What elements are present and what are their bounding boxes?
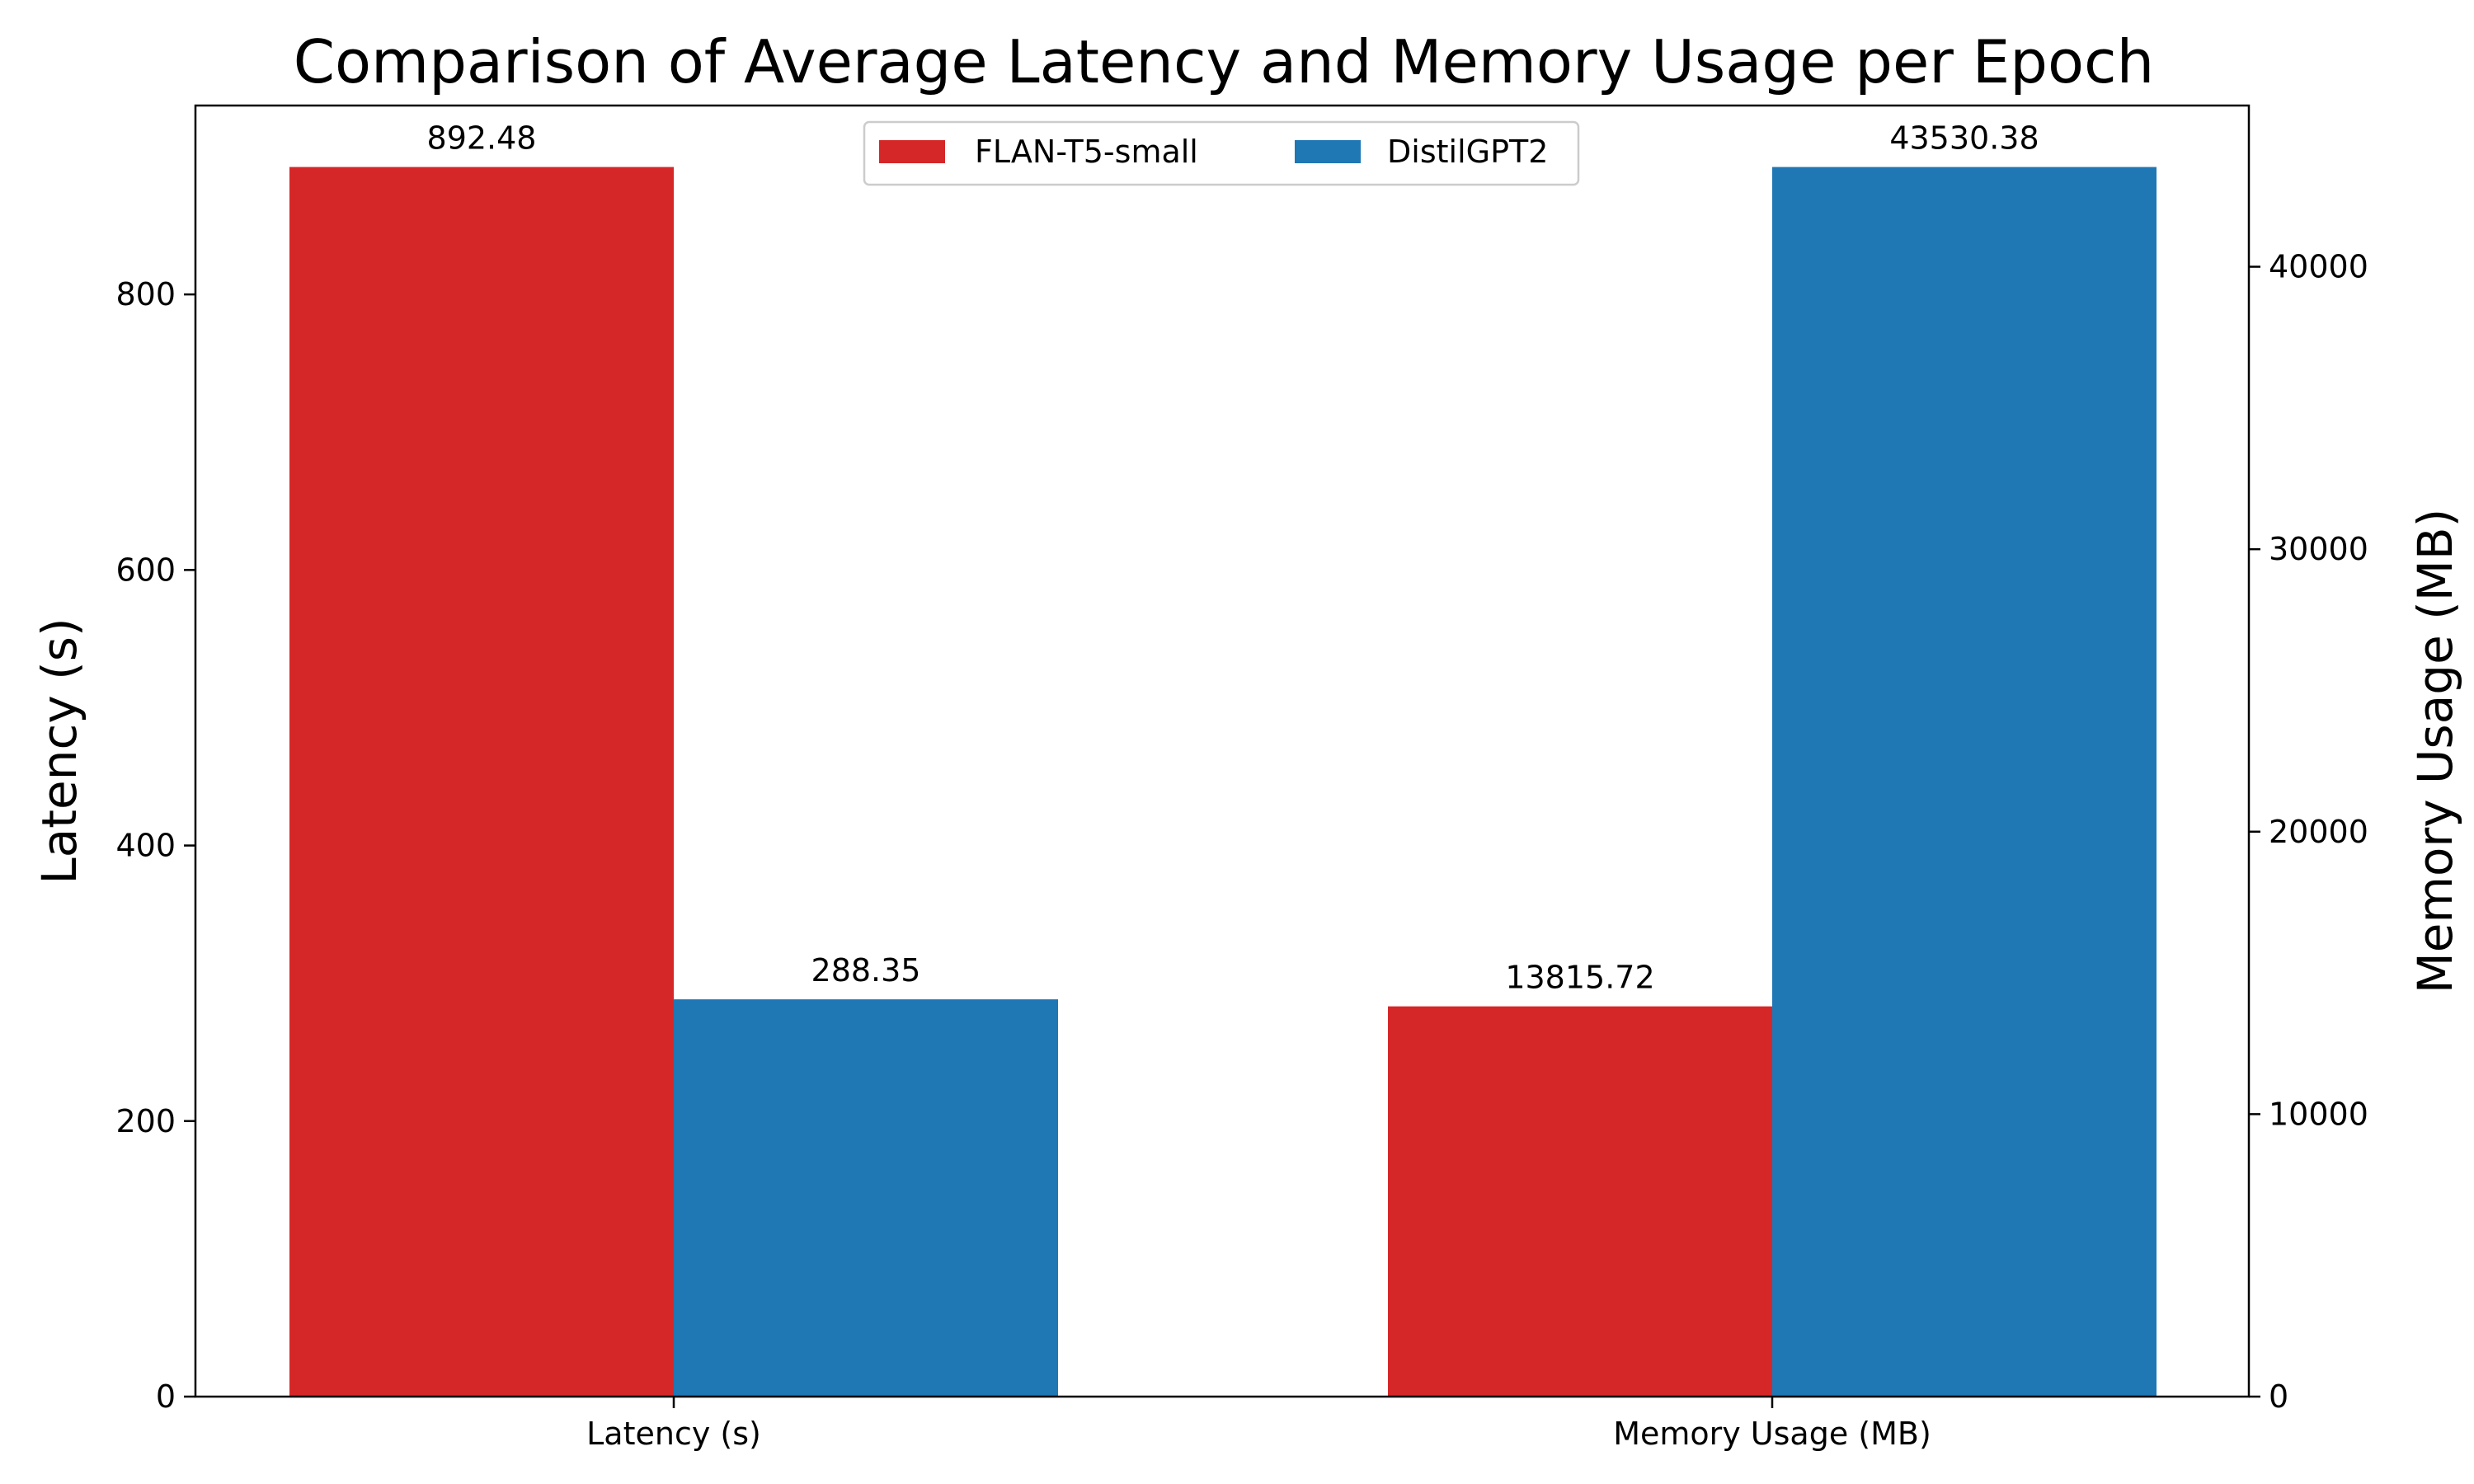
legend-label-distilgpt2: DistilGPT2	[1387, 134, 1548, 170]
y2-tick-label-20000: 20000	[2269, 814, 2368, 850]
y2-tick-label-30000: 30000	[2269, 531, 2368, 567]
bar-distilgpt2-latency-s	[674, 999, 1058, 1397]
data-label-distilgpt2-latency-s: 288.35	[811, 952, 921, 989]
y-axis-title: Latency (s)	[31, 618, 87, 884]
legend-frame	[863, 120, 1580, 186]
chart-title: Comparison of Average Latency and Memory…	[294, 27, 2155, 96]
y-tick-label-0: 0	[156, 1378, 176, 1415]
bar-flan-t5-small-memory-usage-mb	[1388, 1006, 1772, 1397]
bar-flan-t5-small-latency-s	[289, 167, 674, 1397]
data-label-layer: 892.48 288.35 13815.72 43530.38	[427, 120, 2039, 996]
y2-tick-label-40000: 40000	[2269, 249, 2368, 285]
bar-layer	[289, 167, 2157, 1397]
x-axis: Latency (s) Memory Usage (MB)	[586, 1397, 1931, 1452]
legend-swatch-distilgpt2	[1295, 140, 1361, 163]
left-axis: 0 200 400 600 800	[115, 276, 195, 1415]
y2-axis-title: Memory Usage (MB)	[2407, 509, 2463, 994]
legend-label-flan-t5-small: FLAN-T5-small	[975, 134, 1198, 170]
y-tick-label-800: 800	[115, 276, 176, 312]
y-tick-label-600: 600	[115, 552, 176, 588]
bar-distilgpt2-memory-usage-mb	[1772, 167, 2157, 1397]
data-label-distilgpt2-memory-usage-mb: 43530.38	[1889, 120, 2039, 157]
legend-swatch-flan-t5-small	[879, 140, 945, 163]
y2-tick-label-0: 0	[2269, 1378, 2288, 1415]
data-label-flan-t5-small-memory-usage-mb: 13815.72	[1505, 960, 1654, 996]
y-tick-label-400: 400	[115, 828, 176, 864]
x-tick-label-latency-s: Latency (s)	[586, 1416, 761, 1452]
data-label-flan-t5-small-latency-s: 892.48	[427, 120, 537, 157]
x-tick-label-memory-usage-mb: Memory Usage (MB)	[1613, 1416, 1931, 1452]
plot-frame	[194, 104, 2251, 1398]
y2-tick-label-10000: 10000	[2269, 1096, 2368, 1132]
y-tick-label-200: 200	[115, 1103, 176, 1139]
right-axis: 0 10000 20000 30000 40000	[2249, 249, 2368, 1415]
legend: FLAN-T5-small DistilGPT2	[863, 120, 1580, 186]
